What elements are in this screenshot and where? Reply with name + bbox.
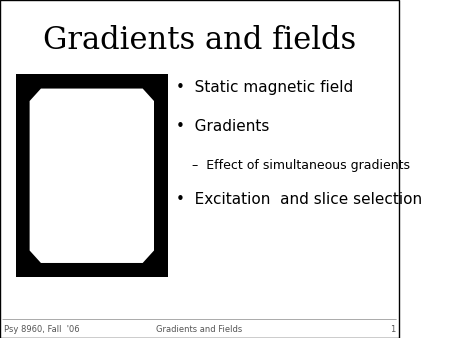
Text: •  Gradients: • Gradients	[176, 119, 269, 134]
Polygon shape	[30, 89, 154, 263]
Text: •  Excitation  and slice selection: • Excitation and slice selection	[176, 192, 422, 207]
Text: Gradients and Fields: Gradients and Fields	[157, 325, 243, 334]
Text: Psy 8960, Fall  '06: Psy 8960, Fall '06	[4, 325, 80, 334]
Text: 1: 1	[390, 325, 395, 334]
Text: •  Static magnetic field: • Static magnetic field	[176, 80, 353, 95]
Text: Gradients and fields: Gradients and fields	[43, 25, 356, 56]
Bar	[16, 74, 168, 277]
Text: –  Effect of simultaneous gradients: – Effect of simultaneous gradients	[192, 159, 410, 172]
